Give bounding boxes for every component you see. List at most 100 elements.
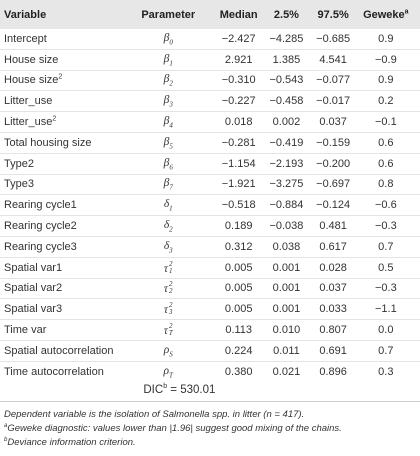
table-row: Rearing cycle3 δ3 0.312 0.038 0.617 0.7 bbox=[0, 235, 420, 258]
cell-2-5-percent: 0.038 bbox=[264, 235, 309, 258]
variable-name: Total housing size bbox=[4, 136, 92, 149]
parameter-letter: ρ bbox=[163, 364, 170, 377]
cell-97-5-percent: 0.481 bbox=[308, 215, 358, 237]
cell-geweke: −0.3 bbox=[357, 215, 420, 237]
footnote-main: Dependent variable is the isolation of S… bbox=[4, 409, 305, 420]
table-row: Litter_use2 β4 0.018 0.002 0.037 −0.1 bbox=[0, 111, 420, 133]
cell-2-5-percent: −0.458 bbox=[264, 90, 309, 112]
cell-median: −0.227 bbox=[213, 90, 265, 112]
cell-median: −1.154 bbox=[213, 152, 265, 175]
variable-name: House size bbox=[4, 74, 59, 87]
variable-name: Rearing cycle3 bbox=[4, 240, 77, 253]
variable-name: Rearing cycle1 bbox=[4, 199, 77, 212]
cell-geweke: 0.2 bbox=[357, 90, 420, 112]
cell-97-5-percent: −0.685 bbox=[316, 32, 351, 45]
parameter-symbol: δ2 bbox=[164, 219, 173, 233]
variable-name: Rearing cycle2 bbox=[4, 220, 77, 233]
cell-variable: Rearing cycle2 bbox=[0, 215, 124, 237]
variable-name: Spatial var3 bbox=[4, 303, 63, 316]
cell-variable: Type2 bbox=[0, 152, 124, 175]
table-body: Intercept β0 −2.427 −4.285 −0.685 0.9 House si… bbox=[0, 29, 420, 382]
variable-name: Spatial var1 bbox=[4, 261, 63, 274]
parameter-subscript: 3 bbox=[169, 308, 173, 317]
cell-parameter: β1 bbox=[123, 48, 214, 71]
variable-name: Spatial autocorrelation bbox=[4, 344, 114, 357]
table-row: Rearing cycle1 δ1 −0.518 −0.884 −0.124 −0.6 bbox=[0, 194, 420, 216]
variable-name: Type2 bbox=[4, 157, 34, 170]
cell-median: 0.005 bbox=[213, 298, 265, 320]
parameter-symbol: β4 bbox=[163, 114, 173, 129]
cell-variable: House size2 bbox=[0, 69, 124, 91]
parameter-letter: ρ bbox=[163, 343, 170, 356]
cell-geweke: 0.7 bbox=[357, 339, 420, 362]
cell-97-5-percent: −0.077 bbox=[308, 69, 358, 91]
cell-variable: Total housing size bbox=[0, 131, 124, 154]
cell-2-5-percent: −0.038 bbox=[264, 215, 309, 237]
dic-row: DICb = 530.01 bbox=[0, 382, 420, 398]
cell-geweke: 0.6 bbox=[357, 152, 420, 175]
parameter-symbol: δ3 bbox=[164, 240, 173, 254]
parameter-subscript: S bbox=[169, 350, 173, 358]
variable-exponent: 2 bbox=[58, 73, 63, 81]
table-row: Rearing cycle2 δ2 0.189 −0.038 0.481 −0.3 bbox=[0, 215, 420, 237]
parameter-letter: τ bbox=[163, 304, 169, 317]
parameter-letter: β bbox=[163, 114, 170, 127]
cell-geweke: 0.5 bbox=[357, 256, 420, 279]
cell-parameter: δ1 bbox=[123, 194, 214, 216]
variable-name: Intercept bbox=[4, 32, 47, 45]
footnote-b-mark: b bbox=[4, 436, 8, 443]
parameter-letter: β bbox=[163, 31, 170, 44]
cell-geweke: −1.1 bbox=[357, 298, 420, 320]
cell-2-5-percent: −3.275 bbox=[264, 173, 309, 195]
table-row: Spatial var3 τ 2 3 0.005 0.001 0.033 −1.1 bbox=[0, 298, 420, 320]
cell-variable: Type3 bbox=[0, 173, 124, 195]
cell-2-5-percent: −0.419 bbox=[264, 131, 309, 154]
dic-footnote-mark: b bbox=[163, 382, 168, 390]
cell-variable: Spatial var2 bbox=[0, 277, 124, 299]
table-footnotes: Dependent variable is the isolation of S… bbox=[0, 401, 420, 450]
footnote-a-mark: a bbox=[4, 422, 8, 429]
parameter-symbol: β7 bbox=[164, 178, 173, 192]
cell-97-5-percent: −0.159 bbox=[308, 131, 358, 154]
cell-2-5-percent: 0.002 bbox=[264, 111, 309, 133]
cell-geweke: 0.7 bbox=[357, 235, 420, 258]
cell-97-5-percent: 0.807 bbox=[308, 319, 358, 341]
parameter-letter: β bbox=[163, 135, 170, 148]
parameter-subscript: 2 bbox=[169, 287, 173, 296]
parameter-subscript: T bbox=[168, 329, 173, 338]
cell-97-5-percent: 0.028 bbox=[308, 256, 358, 279]
cell-median: 0.380 bbox=[213, 360, 265, 382]
parameter-letter: β bbox=[163, 94, 170, 107]
cell-2-5-percent: 0.011 bbox=[264, 339, 309, 362]
header-median: Median bbox=[219, 8, 258, 21]
cell-variable: Time autocorrelation bbox=[0, 360, 124, 382]
parameter-letter: β bbox=[163, 73, 170, 86]
parameter-superscript: 2 bbox=[169, 259, 173, 268]
header-2-5-percent: 2.5% bbox=[273, 8, 299, 21]
table-row: Spatial var2 τ 2 2 0.005 0.001 0.037 −0.3 bbox=[0, 277, 420, 299]
header-parameter: Parameter bbox=[141, 8, 196, 21]
cell-parameter: β5 bbox=[123, 131, 214, 154]
parameter-letter: τ bbox=[163, 283, 169, 296]
table-row: Type3 β7 −1.921 −3.275 −0.697 0.8 bbox=[0, 173, 420, 195]
parameter-symbol: ρT bbox=[163, 364, 173, 379]
cell-geweke: −0.3 bbox=[357, 277, 420, 299]
cell-parameter: β6 bbox=[123, 152, 214, 175]
cell-parameter: ρS bbox=[123, 339, 214, 362]
parameter-subscript: 7 bbox=[169, 183, 173, 192]
cell-median: 0.005 bbox=[213, 277, 265, 299]
cell-variable: Rearing cycle3 bbox=[0, 235, 124, 258]
variable-name: Time autocorrelation bbox=[4, 365, 104, 378]
cell-variable: Spatial var3 bbox=[0, 298, 124, 320]
table-row: Total housing size β5 −0.281 −0.419 −0.159 0.… bbox=[0, 131, 420, 154]
parameter-superscript: 2 bbox=[169, 280, 173, 289]
parameter-symbol: β0 bbox=[163, 31, 173, 46]
cell-2-5-percent: −0.884 bbox=[264, 194, 309, 216]
cell-2-5-percent: −2.193 bbox=[264, 152, 309, 175]
parameter-subscript: 1 bbox=[169, 266, 173, 275]
